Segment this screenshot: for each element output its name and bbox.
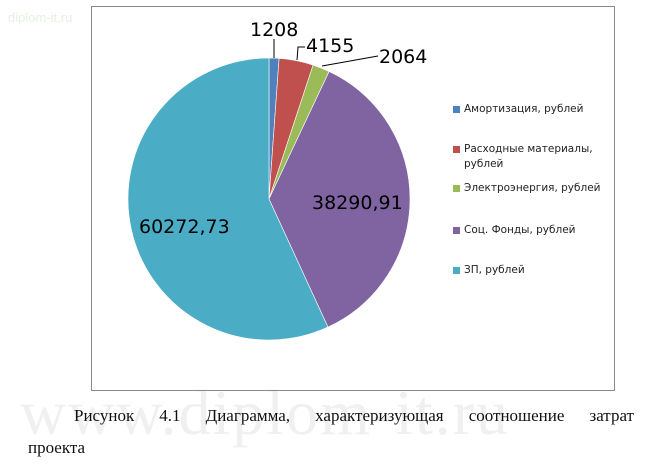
caption-line-1: Рисунок 4.1 Диаграмма, характеризующая с… — [28, 400, 634, 432]
caption-word: Диаграмма, — [205, 406, 291, 425]
legend-label: Расходные материалы, — [464, 143, 593, 155]
caption-word: затрат — [589, 406, 634, 425]
pie-slice-social-funds — [268, 71, 411, 328]
legend-label: Электроэнергия, рублей — [464, 182, 601, 194]
watermark-site: diplom-it.ru — [8, 10, 73, 25]
legend-label: Амортизация, рублей — [464, 103, 584, 115]
legend-swatch-icon — [453, 185, 460, 192]
data-label-salary: 60272,73 — [139, 216, 230, 238]
legend-label: Соц. Фонды, рублей — [464, 224, 576, 236]
legend-label-line2: рублей — [464, 158, 504, 170]
caption-word: 4.1 — [159, 406, 181, 425]
caption-word: характеризующая — [315, 406, 444, 425]
legend-label: ЗП, рублей — [464, 264, 525, 276]
pie-slices — [127, 57, 411, 341]
legend-swatch-icon — [453, 227, 460, 234]
legend-swatch-icon — [453, 146, 460, 153]
data-label-social-funds: 38290,91 — [312, 192, 403, 214]
pie-slice-salary — [127, 57, 329, 341]
data-label-electricity: 2064 — [379, 46, 427, 68]
caption-line-2: проекта — [28, 438, 86, 457]
data-label-amortization: 1208 — [250, 19, 298, 41]
leader-lines — [273, 39, 379, 67]
pie-chart: 1208 4155 2064 38290,91 60272,73 — [127, 19, 427, 341]
data-label-materials: 4155 — [306, 35, 354, 57]
legend-swatch-icon — [453, 106, 460, 113]
chart-area — [91, 6, 615, 391]
caption-word: соотношение — [468, 406, 565, 425]
caption-word: Рисунок — [74, 406, 135, 425]
figure-caption: Рисунок 4.1 Диаграмма, характеризующая с… — [28, 400, 634, 464]
watermark-large: www.diplom-it.ru — [20, 377, 511, 448]
legend-swatch-icon — [453, 267, 460, 274]
